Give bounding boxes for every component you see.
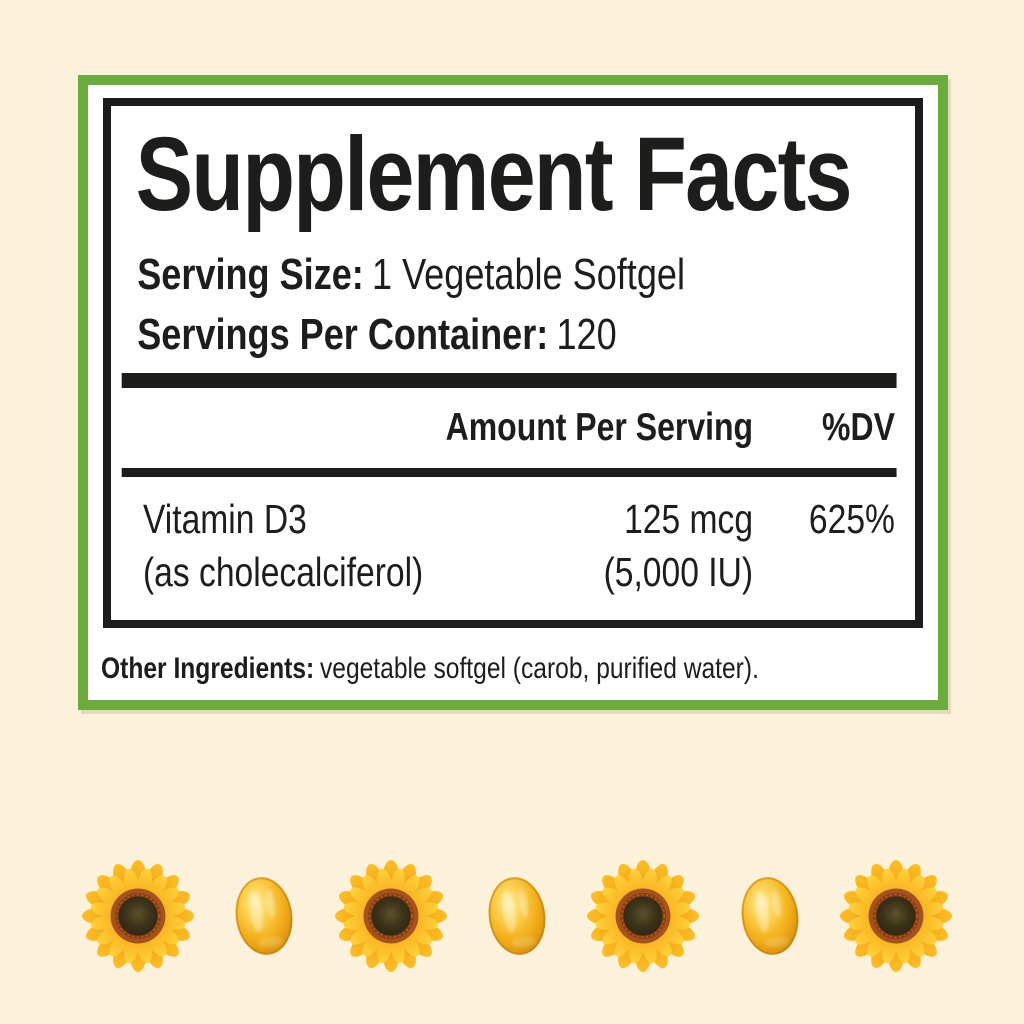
other-ingredients-line: Other Ingredients: vegetable softgel (car…: [101, 651, 946, 687]
decor-row: [82, 857, 952, 975]
nutrient-row-vitamin-d3: Vitamin D3 (as cholecalciferol) 125 mcg …: [111, 493, 915, 599]
serving-size-line: Serving Size: 1 Vegetable Softgel: [137, 250, 685, 299]
sunflower-image: [82, 860, 194, 972]
sunflower-image: [334, 860, 447, 972]
supplement-facts-label: Supplement Facts Serving Size: 1 Vegetabl…: [78, 75, 948, 710]
divider-thick: [121, 373, 897, 388]
sunflower-image: [839, 860, 952, 972]
supplement-facts-box: Supplement Facts Serving Size: 1 Vegetabl…: [103, 98, 923, 628]
amount-per-serving-header: Amount Per Serving: [445, 406, 754, 449]
nutrient-dv-value: 625%: [808, 496, 895, 542]
softgel-image: [486, 874, 548, 958]
other-ingredients-value: vegetable softgel (carob, purified water…: [319, 652, 759, 685]
nutrient-name-detail: (as cholecalciferol): [142, 549, 424, 595]
nutrient-name-cell: Vitamin D3 (as cholecalciferol): [143, 493, 604, 599]
nutrient-amount-cell: 125 mcg (5,000 IU): [604, 493, 753, 599]
supplement-facts-title: Supplement Facts: [135, 116, 853, 233]
servings-per-container-label: Servings Per Container:: [137, 310, 549, 359]
servings-per-container-line: Servings Per Container: 120: [137, 310, 617, 359]
serving-size-value: 1 Vegetable Softgel: [372, 250, 685, 299]
servings-per-container-value: 120: [556, 310, 617, 359]
percent-dv-header: %DV: [822, 406, 895, 449]
other-ingredients-label: Other Ingredients:: [101, 652, 315, 685]
column-header-row: Amount Per Serving %DV: [111, 408, 915, 447]
sunflower-image: [587, 860, 700, 972]
softgel-image: [739, 874, 801, 958]
nutrient-amount: 125 mcg: [624, 496, 754, 542]
divider-medium: [121, 468, 897, 477]
nutrient-name: Vitamin D3: [142, 496, 307, 542]
serving-size-label: Serving Size:: [137, 250, 364, 299]
column-header-spacer: [143, 408, 446, 447]
softgel-image: [233, 874, 295, 958]
nutrient-amount-detail: (5,000 IU): [603, 549, 754, 595]
